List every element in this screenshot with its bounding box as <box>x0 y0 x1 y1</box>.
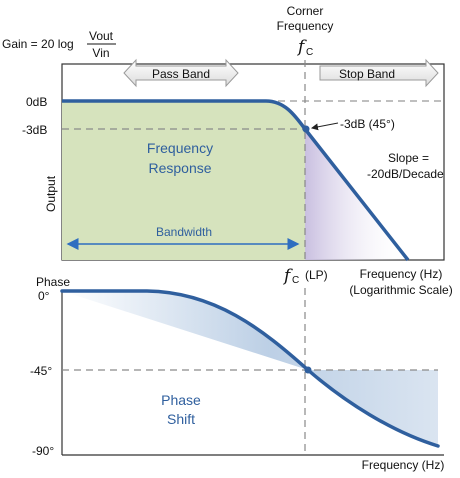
y-tick-0db: 0dB <box>26 95 47 109</box>
corner-point-pointer <box>311 122 339 131</box>
phase-plot-title: Phase <box>36 275 70 289</box>
corner-frequency-symbol: f <box>296 37 307 57</box>
phase-tick-minus-90: -90° <box>32 444 54 458</box>
corner-axis-symbol-sub: C <box>292 275 299 286</box>
corner-frequency-symbol-sub: C <box>306 47 313 58</box>
corner-frequency-label-line1: Corner <box>287 4 324 18</box>
corner-axis-symbol: f <box>282 266 293 286</box>
slope-label-line1: Slope = <box>388 151 429 165</box>
corner-axis-suffix: (LP) <box>305 268 328 282</box>
frequency-response-label-line2: Response <box>148 160 211 176</box>
pass-band-arrow <box>123 58 239 88</box>
y-axis-label-output: Output <box>44 175 58 212</box>
gain-formula-denominator: Vin <box>92 46 109 60</box>
phase-response-curve <box>60 289 440 448</box>
corner-point-label: -3dB (45°) <box>340 117 395 131</box>
corner-frequency-label-line2: Frequency <box>277 19 334 33</box>
corner-point-marker <box>302 125 310 133</box>
phase-shift-label-line1: Phase <box>161 392 201 408</box>
phase-tick-minus-45: -45° <box>30 364 52 378</box>
stop-band-arrow <box>319 58 439 88</box>
pass-band-region <box>62 101 305 260</box>
frequency-response-label-line1: Frequency <box>147 140 213 156</box>
phase-corner-marker <box>304 366 312 374</box>
bandwidth-label: Bandwidth <box>156 225 212 239</box>
phase-x-axis-label: Frequency (Hz) <box>362 458 445 472</box>
stop-band-label: Stop Band <box>339 67 395 81</box>
magnitude-x-axis-label-line2: (Logarithmic Scale) <box>349 283 452 297</box>
phase-tick-0: 0° <box>38 289 50 303</box>
slope-label-line2: -20dB/Decade <box>367 167 444 181</box>
magnitude-x-axis-label-line1: Frequency (Hz) <box>360 267 443 281</box>
pass-band-label: Pass Band <box>152 67 210 81</box>
gain-formula-prefix: Gain = 20 log <box>2 37 74 51</box>
y-tick-minus-3db: -3dB <box>22 123 47 137</box>
gain-formula-numerator: Vout <box>89 29 114 43</box>
phase-shift-label-line2: Shift <box>167 411 195 427</box>
